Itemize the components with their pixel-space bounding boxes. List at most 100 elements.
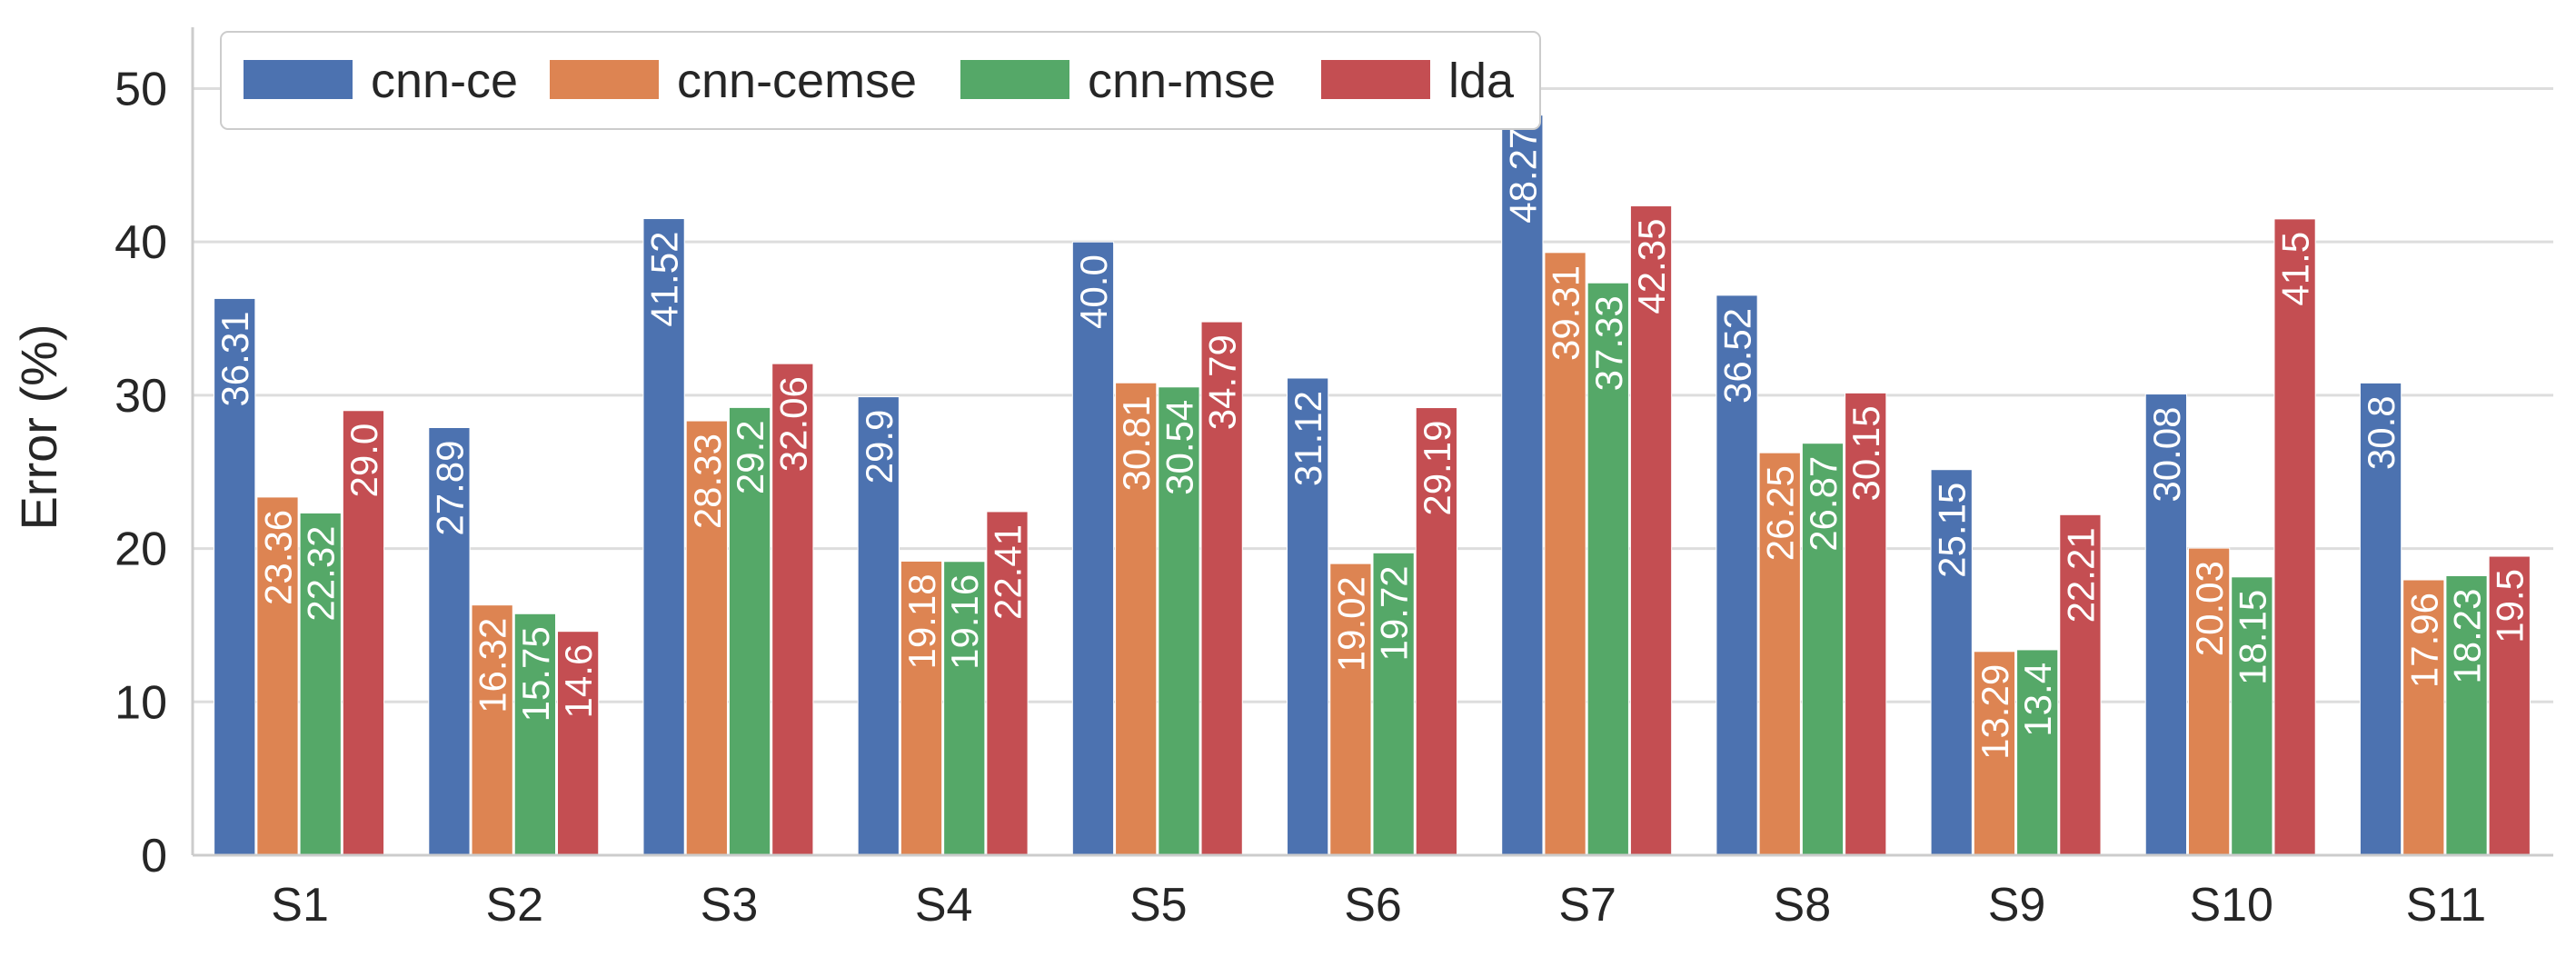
- data-label-cnn-ce-S8: 36.52: [1716, 308, 1759, 404]
- data-label-cnn-ce-S10: 30.08: [2145, 407, 2188, 503]
- data-label-cnn-mse-S2: 15.75: [514, 626, 557, 722]
- data-label-cnn-mse-S7: 37.33: [1587, 295, 1630, 391]
- data-label-cnn-mse-S10: 18.15: [2231, 590, 2273, 685]
- data-label-cnn-cemse-S8: 26.25: [1759, 465, 1802, 561]
- x-tick-label: S10: [2189, 879, 2273, 932]
- data-label-cnn-cemse-S9: 13.29: [1974, 664, 2016, 760]
- data-label-cnn-ce-S9: 25.15: [1931, 483, 1974, 578]
- bar-lda-S7: [1629, 205, 1673, 856]
- bar-cnn-mse-S2: [513, 613, 557, 856]
- data-label-cnn-mse-S6: 19.72: [1373, 565, 1416, 661]
- legend-swatch-lda: [1321, 60, 1430, 99]
- data-label-cnn-mse-S4: 19.16: [943, 574, 986, 670]
- bar-cnn-cemse-S8: [1758, 452, 1801, 856]
- data-label-lda-S4: 22.41: [986, 524, 1029, 620]
- bar-lda-S9: [2059, 513, 2102, 856]
- legend-swatch-cnn-mse: [960, 60, 1069, 99]
- bar-cnn-mse-S1: [299, 512, 342, 856]
- bar-cnn-mse-S11: [2445, 574, 2488, 856]
- bar-cnn-mse-S3: [728, 406, 771, 856]
- legend-label-cnn-ce: cnn-ce: [371, 54, 518, 108]
- y-tick-labels: 0 10 20 30 40 50: [114, 63, 167, 882]
- data-label-lda-S5: 34.79: [1201, 334, 1244, 430]
- data-label-lda-S3: 32.06: [771, 376, 814, 472]
- axes: [191, 27, 2553, 857]
- x-tick-label: S4: [915, 879, 973, 932]
- bar-cnn-cemse-S6: [1329, 563, 1372, 856]
- data-label-cnn-ce-S1: 36.31: [214, 311, 256, 406]
- y-tick-label: 50: [114, 63, 167, 115]
- data-label-cnn-mse-S5: 30.54: [1158, 400, 1200, 495]
- data-label-cnn-cemse-S11: 17.96: [2402, 593, 2445, 688]
- data-label-lda-S11: 19.5: [2489, 569, 2531, 643]
- bar-cnn-mse-S8: [1801, 443, 1845, 856]
- y-tick-label: 10: [114, 676, 167, 729]
- data-label-cnn-ce-S5: 40.0: [1072, 254, 1115, 329]
- bar-lda-S1: [342, 410, 385, 856]
- data-label-cnn-ce-S4: 29.9: [858, 410, 900, 484]
- x-tick-label: S11: [2406, 879, 2487, 932]
- bar-cnn-ce-S10: [2144, 394, 2187, 856]
- x-tick-label: S9: [1988, 879, 2046, 932]
- bar-cnn-ce-S5: [1071, 241, 1115, 856]
- bar-cnn-cemse-S4: [900, 560, 943, 856]
- bar-lda-S4: [986, 511, 1029, 856]
- bar-cnn-mse-S5: [1158, 386, 1200, 856]
- bar-cnn-ce-S7: [1501, 115, 1544, 856]
- bar-cnn-ce-S11: [2359, 382, 2402, 856]
- x-tick-label: S8: [1774, 879, 1832, 932]
- data-label-lda-S10: 41.5: [2274, 232, 2317, 306]
- y-axis-label: Error (%): [10, 324, 67, 530]
- data-label-cnn-mse-S9: 13.4: [2016, 663, 2059, 737]
- bar-cnn-ce-S8: [1716, 294, 1758, 856]
- bar-cnn-ce-S3: [642, 218, 685, 856]
- data-label-lda-S2: 14.6: [557, 644, 600, 719]
- bar-cnn-cemse-S2: [471, 604, 513, 856]
- bar-lda-S11: [2488, 555, 2531, 856]
- legend: cnn-ce cnn-cemse cnn-mse lda: [220, 31, 1541, 130]
- x-tick-label: S5: [1129, 879, 1188, 932]
- x-tick-label: S1: [271, 879, 329, 932]
- bar-cnn-cemse-S3: [685, 420, 728, 856]
- data-label-cnn-ce-S3: 41.52: [643, 232, 686, 327]
- x-tick-label: S3: [701, 879, 759, 932]
- bar-lda-S3: [771, 363, 814, 856]
- data-label-cnn-ce-S11: 30.8: [2360, 395, 2402, 470]
- bar-cnn-mse-S10: [2231, 576, 2273, 856]
- data-label-lda-S1: 29.0: [343, 424, 385, 498]
- bar-cnn-cemse-S11: [2402, 579, 2445, 856]
- y-tick-label: 0: [141, 830, 167, 882]
- data-label-cnn-mse-S8: 26.87: [1802, 456, 1845, 552]
- legend-label-cnn-cemse: cnn-cemse: [677, 54, 917, 108]
- bar-lda-S2: [557, 631, 600, 856]
- data-label-cnn-cemse-S10: 20.03: [2188, 561, 2231, 656]
- data-label-lda-S7: 42.35: [1630, 219, 1673, 314]
- bar-lda-S5: [1200, 321, 1243, 856]
- legend-frame: [220, 31, 1541, 130]
- bar-cnn-mse-S4: [943, 561, 986, 856]
- bar-lda-S10: [2273, 218, 2316, 856]
- legend-swatch-cnn-ce: [244, 60, 353, 99]
- data-label-cnn-mse-S11: 18.23: [2446, 588, 2489, 683]
- x-tick-label: S6: [1344, 879, 1402, 932]
- data-label-cnn-mse-S3: 29.2: [729, 420, 771, 494]
- data-label-cnn-cemse-S3: 28.33: [686, 434, 729, 529]
- bar-cnn-cemse-S7: [1544, 252, 1586, 856]
- bar-cnn-ce-S9: [1930, 469, 1973, 856]
- x-tick-label: S7: [1558, 879, 1616, 932]
- y-tick-label: 30: [114, 370, 167, 423]
- data-label-cnn-cemse-S2: 16.32: [472, 618, 514, 713]
- bar-cnn-cemse-S5: [1115, 382, 1158, 856]
- data-label-cnn-cemse-S5: 30.81: [1115, 395, 1158, 491]
- data-label-cnn-ce-S6: 31.12: [1287, 391, 1329, 486]
- bar-cnn-ce-S2: [428, 426, 471, 856]
- data-label-cnn-cemse-S6: 19.02: [1329, 576, 1372, 672]
- data-label-cnn-cemse-S4: 19.18: [900, 573, 943, 669]
- data-label-cnn-ce-S2: 27.89: [428, 440, 471, 535]
- data-label-lda-S9: 22.21: [2059, 527, 2102, 623]
- x-tick-labels: S1 S2 S3 S4 S5 S6 S7 S8 S9 S10 S11: [271, 879, 2486, 932]
- data-label-cnn-ce-S7: 48.27: [1501, 128, 1544, 224]
- data-label-lda-S6: 29.19: [1416, 421, 1458, 516]
- bar-cnn-mse-S6: [1372, 552, 1415, 856]
